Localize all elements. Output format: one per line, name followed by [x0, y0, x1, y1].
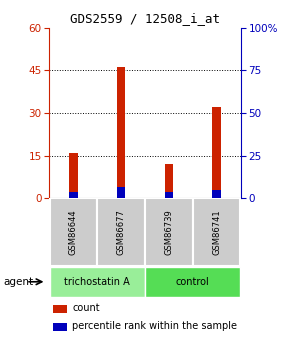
Text: GSM86644: GSM86644 [69, 209, 78, 255]
Bar [53, 305, 66, 313]
Title: GDS2559 / 12508_i_at: GDS2559 / 12508_i_at [70, 12, 220, 25]
Text: GSM86741: GSM86741 [212, 209, 221, 255]
Text: GSM86677: GSM86677 [117, 209, 126, 255]
Bar [165, 164, 173, 198]
Text: percentile rank within the sample: percentile rank within the sample [72, 322, 237, 332]
Bar [50, 198, 97, 266]
Bar [145, 198, 193, 266]
Bar [213, 107, 221, 198]
Bar [145, 267, 240, 296]
Bar [69, 193, 77, 198]
Bar [53, 323, 66, 331]
Bar [97, 198, 145, 266]
Text: agent: agent [3, 277, 33, 287]
Text: control: control [176, 277, 210, 287]
Bar [117, 67, 125, 198]
Bar [50, 267, 145, 296]
Bar [193, 198, 240, 266]
Text: count: count [72, 303, 100, 313]
Bar [117, 187, 125, 198]
Text: trichostatin A: trichostatin A [64, 277, 130, 287]
Bar [165, 193, 173, 198]
Text: GSM86739: GSM86739 [164, 209, 173, 255]
Bar [213, 190, 221, 198]
Bar [69, 153, 77, 198]
